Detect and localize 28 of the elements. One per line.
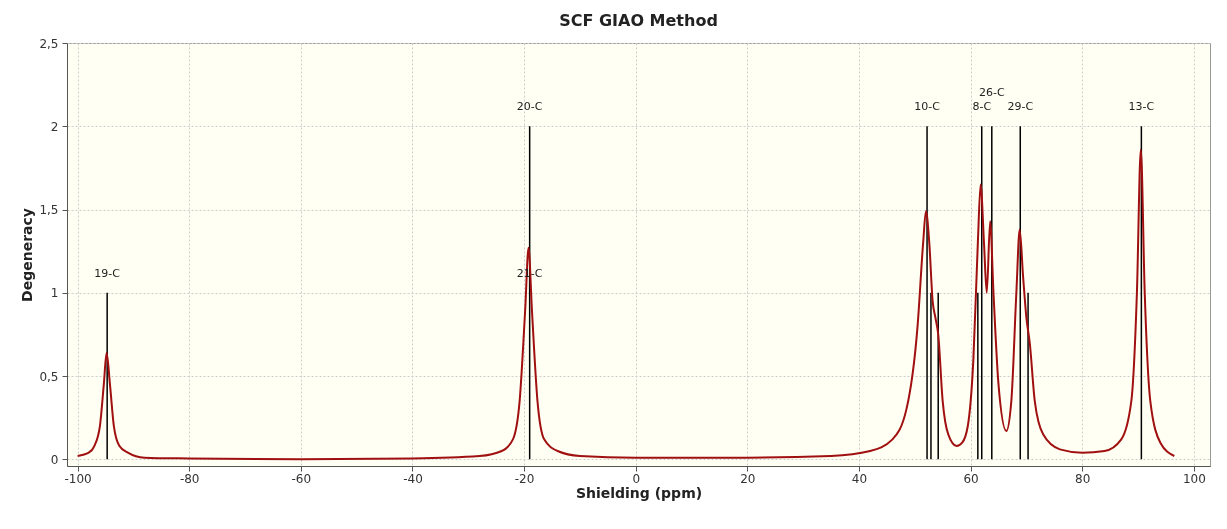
- annotation: 10-C: [914, 100, 941, 114]
- y-tick-label: 0,5: [39, 369, 59, 384]
- x-tick-label: -100: [64, 471, 92, 486]
- y-tick-label: 2,5: [39, 36, 59, 51]
- annotation: 13-C: [1128, 100, 1155, 114]
- annotation: 19-C: [94, 266, 121, 280]
- x-axis-title: Shielding (ppm): [575, 484, 703, 501]
- y-tick-label: 2: [50, 119, 59, 134]
- y-tick-label: 0: [50, 452, 59, 467]
- x-tick-label: 40: [851, 471, 868, 486]
- x-tick-label: 100: [1182, 471, 1206, 486]
- x-tick-label: -60: [291, 471, 312, 486]
- annotation: 20-C: [516, 100, 543, 114]
- x-tick-label: -80: [179, 471, 200, 486]
- x-tick-label: -20: [514, 471, 535, 486]
- chart-title: SCF GIAO Method: [559, 11, 718, 30]
- x-tick-label: 80: [1075, 471, 1091, 486]
- x-tick-label: 0: [632, 471, 641, 486]
- annotation: 8-C: [972, 100, 992, 114]
- y-tick-label: 1: [50, 286, 59, 301]
- x-tick-label: 20: [740, 471, 756, 486]
- x-tick-label: 60: [963, 471, 979, 486]
- annotation: 26-C: [978, 86, 1005, 100]
- annotation: 29-C: [1007, 100, 1034, 114]
- y-tick-label: 1,5: [39, 203, 59, 218]
- y-axis-title: Degeneracy: [19, 208, 36, 302]
- line-series: [76, 148, 1176, 461]
- x-tick-label: -40: [403, 471, 423, 486]
